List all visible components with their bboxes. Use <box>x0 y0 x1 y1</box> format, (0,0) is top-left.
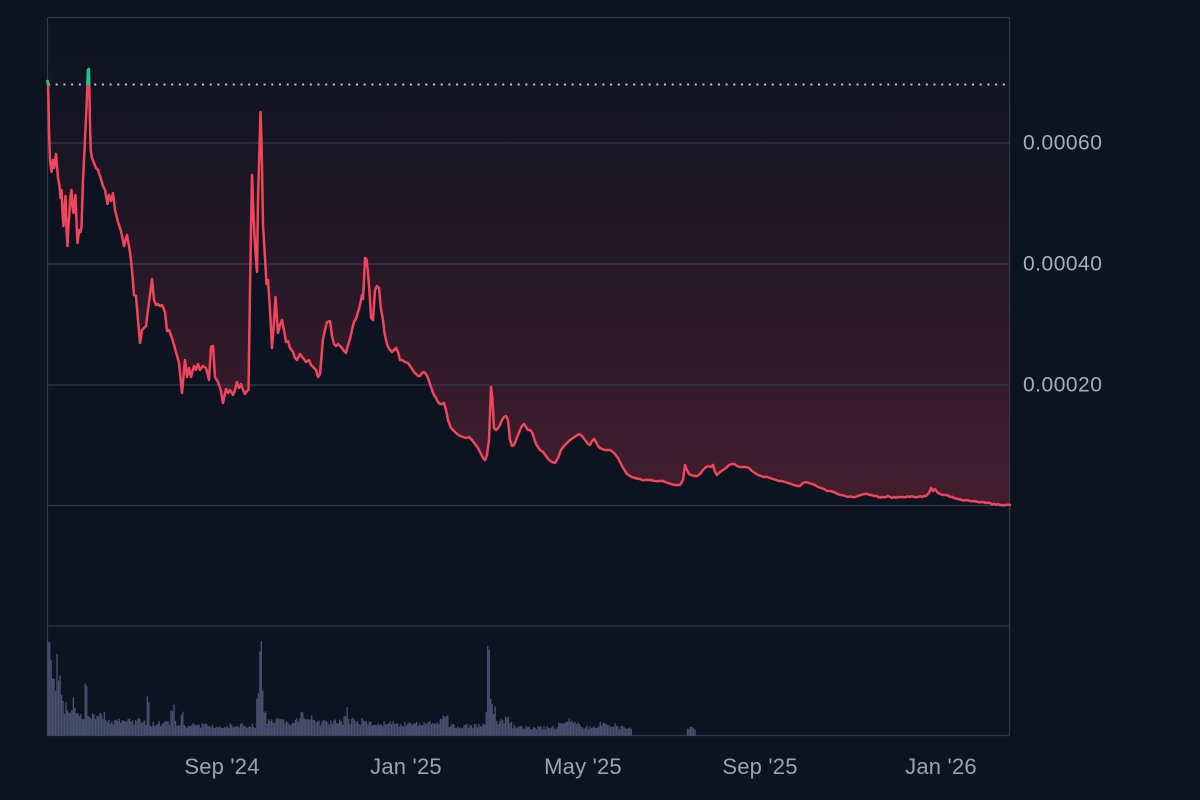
svg-text:May '25: May '25 <box>544 754 622 779</box>
svg-text:0.00060: 0.00060 <box>1023 132 1102 155</box>
svg-text:Jan '25: Jan '25 <box>370 754 442 779</box>
svg-text:Sep '25: Sep '25 <box>722 754 797 779</box>
svg-text:Jan '26: Jan '26 <box>905 754 977 779</box>
svg-text:0.00040: 0.00040 <box>1023 253 1102 276</box>
svg-text:Sep '24: Sep '24 <box>184 754 259 779</box>
svg-text:0.00020: 0.00020 <box>1023 374 1102 397</box>
